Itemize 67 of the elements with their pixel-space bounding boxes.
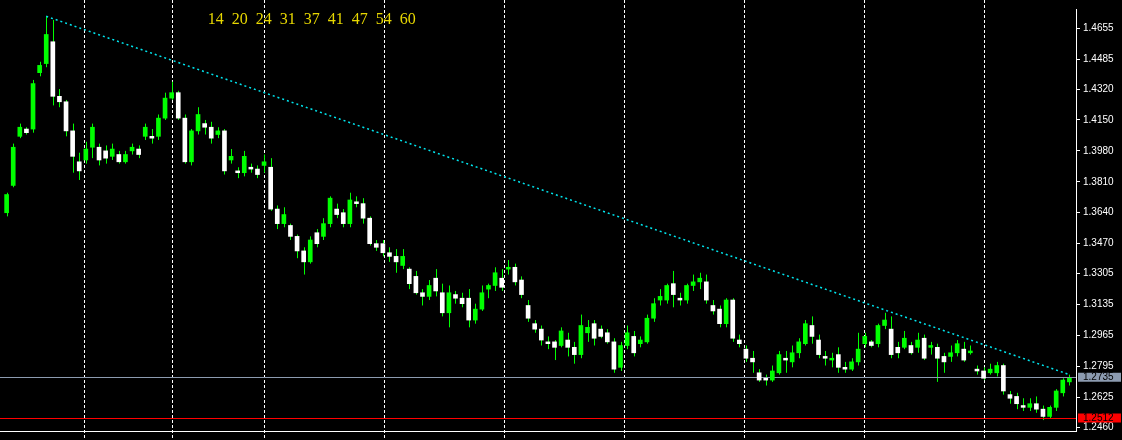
candlestick: [796, 337, 802, 359]
annotation: 14 20 24 31 37 41 47 54 60: [207, 10, 416, 28]
y-tick-label: 1.3640: [1083, 206, 1115, 218]
candlestick: [684, 283, 689, 305]
candlestick: [519, 275, 524, 299]
candlestick: [670, 270, 676, 308]
y-tick-label: 1.3135: [1083, 298, 1115, 310]
candlestick: [552, 339, 557, 361]
candlestick: [565, 332, 571, 357]
candlestick: [525, 299, 531, 323]
y-tick-label: 1.2460: [1083, 421, 1115, 433]
candlestick: [360, 197, 366, 225]
candlestick: [57, 88, 62, 108]
candlestick: [902, 330, 907, 350]
y-tick-label: 1.3980: [1083, 144, 1115, 156]
candlestick: [664, 283, 670, 305]
candlestick: [321, 217, 326, 241]
candlestick: [961, 341, 967, 363]
candlestick: [750, 350, 755, 374]
candlestick: [651, 297, 656, 323]
candlestick: [433, 268, 439, 297]
candlestick: [499, 268, 505, 292]
candlestick: [208, 121, 214, 145]
candlestick: [103, 144, 108, 165]
candlestick: [492, 266, 498, 292]
candlestick: [816, 334, 821, 359]
candlestick: [538, 325, 544, 347]
candlestick: [915, 332, 920, 354]
candlestick: [274, 204, 280, 230]
candlestick: [631, 330, 637, 357]
y-tick-label: 1.4655: [1083, 21, 1115, 33]
candlestick: [4, 192, 9, 217]
candlestick: [591, 319, 597, 347]
y-tick-label: 1.2625: [1083, 391, 1115, 403]
candlestick: [472, 303, 478, 325]
candlestick: [585, 319, 590, 343]
y-tick-label: 1.3470: [1083, 237, 1115, 249]
candlestick: [618, 341, 623, 372]
candlestick: [90, 123, 95, 159]
candlestick: [571, 341, 577, 365]
y-tick-label: 1.4485: [1083, 52, 1115, 64]
candlestick: [439, 283, 445, 317]
candlestick: [400, 248, 406, 270]
y-tick-label: 1.4320: [1083, 82, 1115, 94]
y-tick-label: 1.2965: [1083, 329, 1115, 341]
ref-line-label: 1.2512: [1083, 411, 1115, 423]
y-tick-label: 1.2795: [1083, 360, 1115, 372]
candlestick: [717, 304, 722, 328]
candlestick: [340, 208, 346, 228]
candlestick: [466, 288, 472, 328]
y-tick-label: 1.4150: [1083, 113, 1115, 125]
y-tick-label: 1.3305: [1083, 267, 1115, 279]
candlestick: [241, 150, 247, 177]
candlestick: [704, 274, 709, 305]
candlestick: [301, 246, 306, 276]
candlestick: [836, 346, 841, 374]
candlestick: [261, 154, 267, 174]
candlestick: [169, 81, 174, 101]
candlestick: [803, 319, 808, 347]
candlestick: [307, 235, 313, 265]
candlestick: [624, 325, 630, 350]
y-tick-label: 1.3810: [1083, 175, 1115, 187]
candlestick: [935, 343, 940, 383]
candlestick: [156, 114, 161, 141]
candlestick: [76, 152, 82, 181]
candlestick: [406, 266, 412, 290]
ref-line-label: 1.2735: [1083, 371, 1115, 383]
